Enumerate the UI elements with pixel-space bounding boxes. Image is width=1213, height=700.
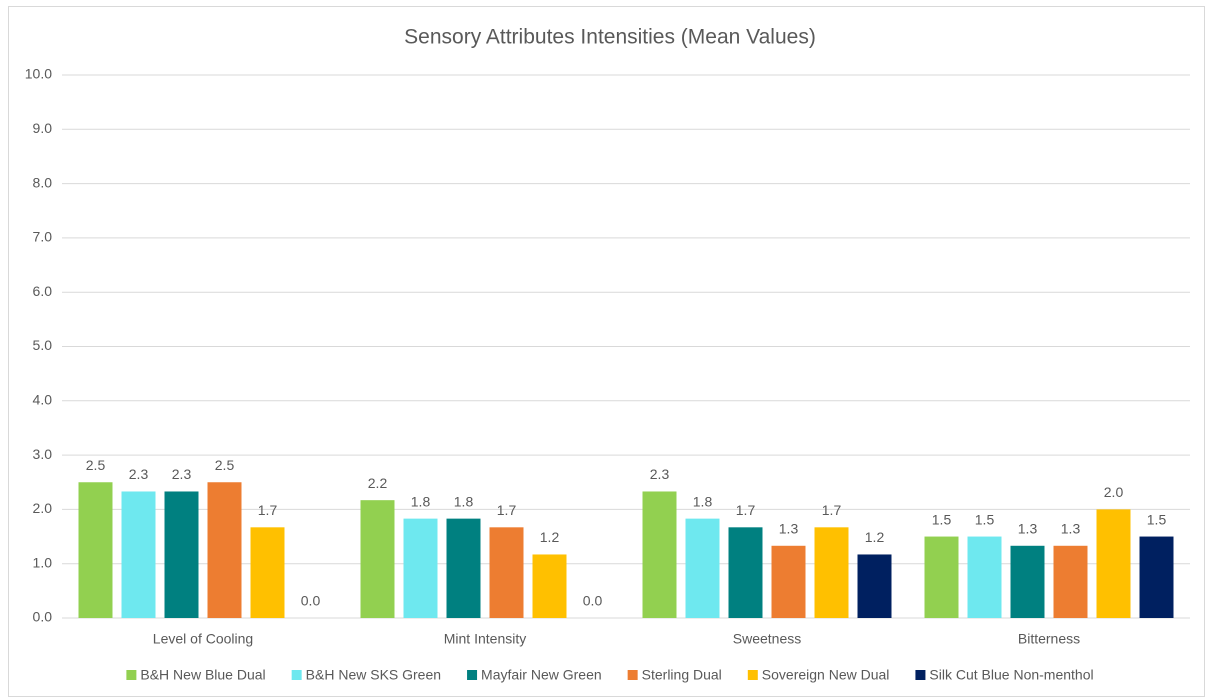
bar	[403, 518, 438, 618]
legend-swatch	[467, 670, 478, 680]
x-tick-label: Mint Intensity	[444, 631, 526, 647]
legend-label: Silk Cut Blue Non-menthol	[929, 667, 1093, 683]
value-label: 1.7	[822, 502, 842, 518]
y-tick-label: 8.0	[33, 174, 53, 190]
value-label: 2.5	[86, 457, 106, 473]
y-tick-label: 0.0	[33, 609, 53, 625]
legend-swatch	[747, 670, 758, 680]
value-label: 0.0	[583, 593, 603, 609]
value-label: 1.5	[932, 511, 952, 527]
value-label: 2.3	[172, 466, 192, 482]
bar	[685, 518, 720, 618]
bar	[857, 554, 892, 618]
value-label: 1.7	[497, 502, 517, 518]
legend-swatch	[126, 670, 137, 680]
y-tick-label: 5.0	[33, 337, 53, 353]
legend-swatch	[291, 670, 302, 680]
value-label: 1.8	[693, 493, 713, 509]
bar	[446, 518, 481, 618]
legend-swatch	[627, 670, 638, 680]
y-tick-label: 1.0	[33, 554, 53, 570]
value-label: 1.5	[1147, 511, 1167, 527]
bar	[1139, 536, 1174, 618]
value-label: 1.3	[1061, 520, 1081, 536]
bar	[1053, 545, 1088, 618]
bar	[1096, 509, 1131, 618]
y-tick-label: 6.0	[33, 283, 53, 299]
y-tick-label: 2.0	[33, 500, 53, 516]
bar	[967, 536, 1002, 618]
bar	[924, 536, 959, 618]
y-tick-label: 10.0	[25, 66, 52, 82]
bar	[489, 527, 524, 618]
x-tick-label: Level of Cooling	[153, 631, 253, 647]
y-tick-label: 3.0	[33, 446, 53, 462]
value-label: 1.5	[975, 511, 995, 527]
bar	[164, 491, 199, 618]
bar	[642, 491, 677, 618]
value-label: 2.3	[129, 466, 149, 482]
bar	[814, 527, 849, 618]
value-label: 1.7	[736, 502, 756, 518]
value-label: 0.0	[301, 593, 321, 609]
legend-label: B&H New Blue Dual	[140, 667, 265, 683]
bar	[78, 482, 113, 618]
bar	[532, 554, 567, 618]
legend-label: Mayfair New Green	[481, 667, 602, 683]
bar	[728, 527, 763, 618]
value-label: 1.2	[865, 529, 885, 545]
value-label: 1.8	[454, 493, 474, 509]
value-label: 1.8	[411, 493, 431, 509]
value-label: 2.2	[368, 475, 388, 491]
legend-label: Sovereign New Dual	[762, 667, 890, 683]
legend-label: B&H New SKS Green	[306, 667, 441, 683]
value-label: 1.3	[1018, 520, 1038, 536]
value-label: 1.3	[779, 520, 799, 536]
y-tick-label: 4.0	[33, 392, 53, 408]
bar	[250, 527, 285, 618]
y-tick-label: 7.0	[33, 229, 53, 245]
bar	[121, 491, 156, 618]
value-label: 1.2	[540, 529, 560, 545]
legend-label: Sterling Dual	[642, 667, 722, 683]
y-tick-label: 9.0	[33, 120, 53, 136]
x-tick-label: Bitterness	[1018, 631, 1080, 647]
bar	[771, 545, 806, 618]
value-label: 2.0	[1104, 484, 1124, 500]
value-label: 2.5	[215, 457, 235, 473]
bar	[1010, 545, 1045, 618]
value-label: 1.7	[258, 502, 278, 518]
value-label: 2.3	[650, 466, 670, 482]
legend-swatch	[915, 670, 926, 680]
bar	[207, 482, 242, 618]
chart-title: Sensory Attributes Intensities (Mean Val…	[404, 26, 816, 49]
bar	[360, 500, 395, 618]
x-tick-label: Sweetness	[733, 631, 801, 647]
